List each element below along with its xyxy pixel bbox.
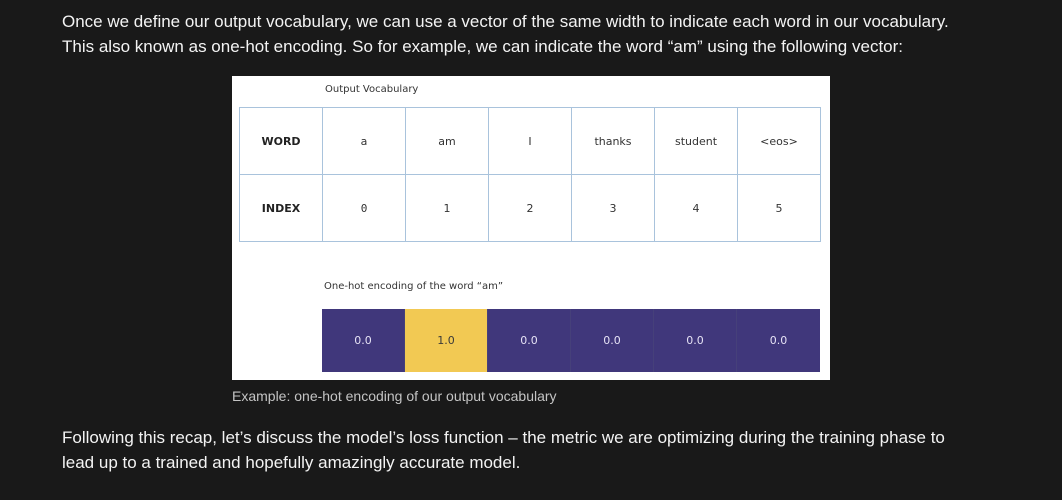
one-hot-vector: 0.0 1.0 0.0 0.0 0.0 0.0 <box>322 309 820 372</box>
encoding-cell: 0.0 <box>571 309 654 372</box>
figure-caption: Example: one-hot encoding of our output … <box>232 388 557 404</box>
one-hot-label: One-hot encoding of the word “am” <box>324 281 504 292</box>
index-cell: 2 <box>488 174 572 242</box>
index-cell: 1 <box>405 174 489 242</box>
recap-line-1: Following this recap, let’s discuss the … <box>62 428 945 447</box>
index-cell: 3 <box>571 174 655 242</box>
one-hot-figure: Output Vocabulary WORD a am I thanks stu… <box>232 76 830 380</box>
vocabulary-table: WORD a am I thanks student <eos> INDEX 0… <box>239 107 821 242</box>
word-cell: <eos> <box>737 107 821 175</box>
word-cell: a <box>322 107 406 175</box>
encoding-cell: 0.0 <box>654 309 737 372</box>
recap-paragraph: Following this recap, let’s discuss the … <box>62 425 1022 475</box>
word-cell: am <box>405 107 489 175</box>
encoding-cell: 0.0 <box>488 309 571 372</box>
encoding-cell: 0.0 <box>322 309 405 372</box>
intro-line-1: Once we define our output vocabulary, we… <box>62 12 949 31</box>
encoding-cell: 0.0 <box>737 309 820 372</box>
word-cell: thanks <box>571 107 655 175</box>
index-cell: 5 <box>737 174 821 242</box>
recap-line-2: lead up to a trained and hopefully amazi… <box>62 453 521 472</box>
index-cell: 4 <box>654 174 738 242</box>
intro-paragraph: Once we define our output vocabulary, we… <box>62 9 1022 59</box>
output-vocabulary-label: Output Vocabulary <box>325 84 419 95</box>
word-header: WORD <box>239 107 323 175</box>
word-row: WORD a am I thanks student <eos> <box>239 107 821 175</box>
word-cell: student <box>654 107 738 175</box>
index-header: INDEX <box>239 174 323 242</box>
intro-line-2: This also known as one-hot encoding. So … <box>62 37 904 56</box>
encoding-cell: 1.0 <box>405 309 488 372</box>
index-row: INDEX 0 1 2 3 4 5 <box>239 174 821 242</box>
index-cell: 0 <box>322 174 406 242</box>
word-cell: I <box>488 107 572 175</box>
